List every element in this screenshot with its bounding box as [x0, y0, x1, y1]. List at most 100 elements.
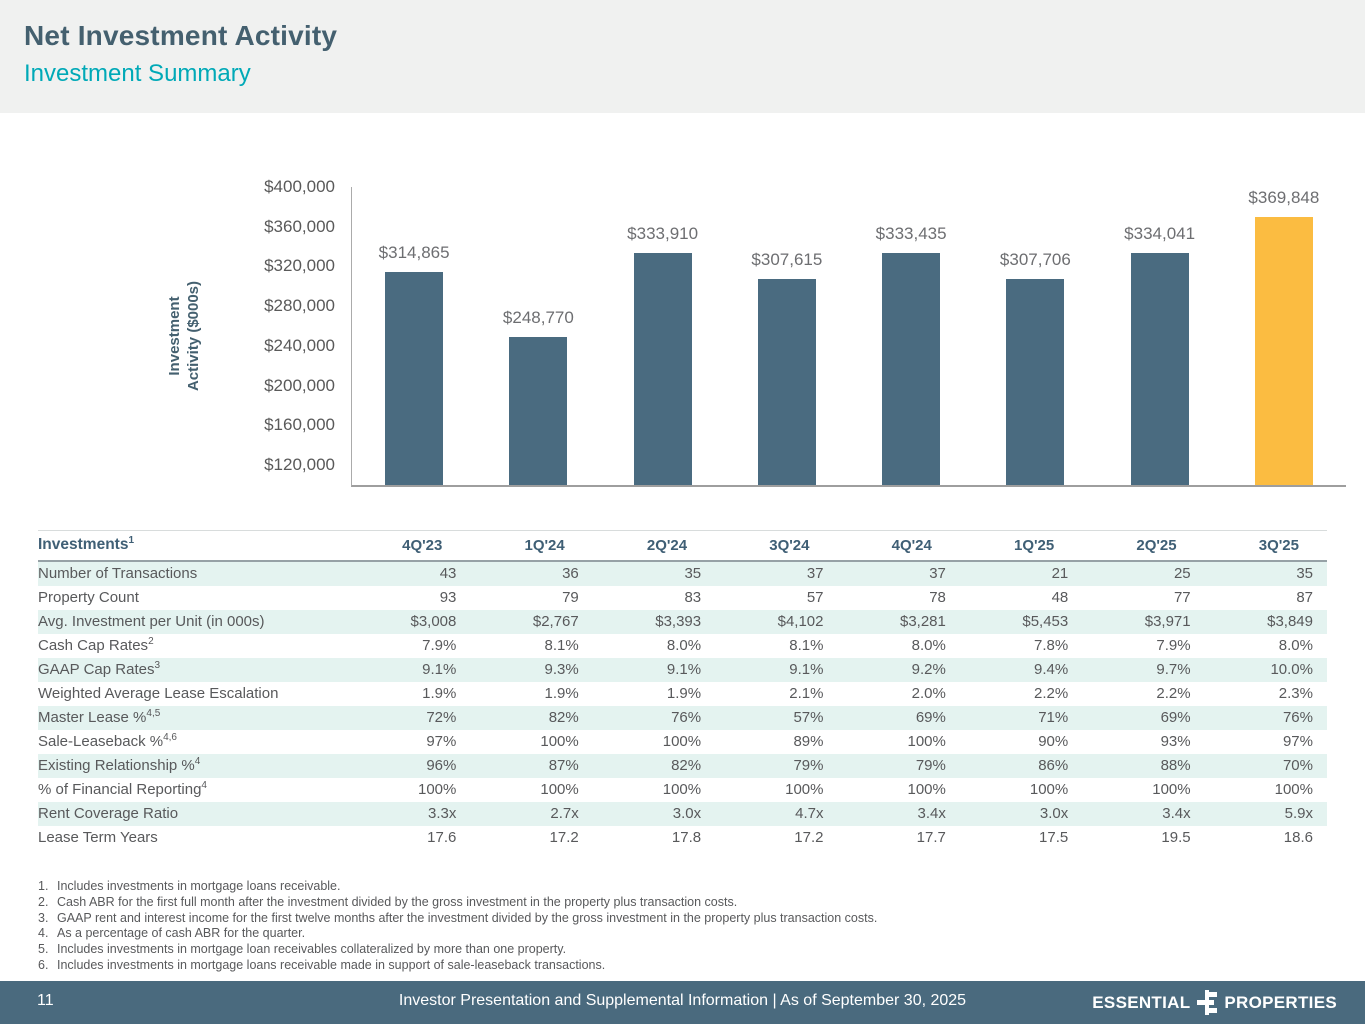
cell-value: $2,767: [532, 613, 579, 630]
bar-3Q'25: [1254, 216, 1313, 485]
cell-value: 82%: [548, 709, 579, 726]
y-tick-label: $120,000: [264, 455, 335, 475]
cell-value: 8.0%: [666, 637, 702, 654]
cell-value: 9.3%: [544, 661, 579, 678]
investments-table-wrap: Investments1 4Q'23 1Q'24 2Q'24 3Q'24 4Q'24 1Q'…: [38, 530, 1327, 850]
cell-value: 97%: [426, 733, 457, 750]
y-tick-label: $280,000: [264, 296, 335, 316]
cell-value: 100%: [662, 781, 702, 798]
y-tick-label: $400,000: [264, 177, 335, 196]
footnote: 6. Includes investments in mortgage loans…: [38, 957, 606, 972]
table-row: Sale-Leaseback %4,6 97% 100% 100% 89% 100% 90%…: [38, 730, 1327, 754]
cell-value: 35: [684, 565, 702, 582]
table-row: Cash Cap Rates2 7.9% 8.1% 8.0% 8.1% 8.0% 7.8% 7…: [38, 634, 1327, 658]
bar-2Q'24: [633, 252, 692, 485]
cell-value: 87%: [548, 757, 579, 774]
cell-value: $4,102: [777, 613, 824, 630]
cell-value: 100%: [907, 781, 946, 798]
bar-value-label: $307,706: [999, 249, 1071, 269]
table-row: Existing Relationship %4 96% 87% 82% 79% 79% 8…: [38, 754, 1327, 778]
cell-value: 87: [1296, 589, 1313, 606]
cell-value: 83: [684, 589, 702, 606]
cell-value: 93%: [1160, 733, 1191, 750]
cell-value: $3,393: [655, 613, 702, 630]
investments-table: Investments1 4Q'23 1Q'24 2Q'24 3Q'24 4Q'24 1Q'…: [38, 530, 1327, 850]
y-tick-label: $240,000: [264, 335, 335, 355]
cell-value: 89%: [793, 733, 824, 750]
y-axis-label: Investment Activity ($000s): [166, 280, 202, 392]
row-label: Lease Term Years: [38, 829, 158, 846]
company-logo: ESSENTIAL PROPERTIES: [1092, 990, 1337, 1015]
cell-value: 77: [1173, 589, 1191, 606]
cell-value: 4.7x: [795, 805, 824, 822]
bar-3Q'24: [757, 278, 816, 485]
cell-value: 3.4x: [1162, 805, 1191, 822]
header-band: Net Investment Activity Investment Summa…: [0, 0, 1365, 113]
column-header-4Q'23: 4Q'23: [348, 530, 471, 562]
cell-value: 8.0%: [911, 637, 946, 654]
cell-value: 19.5: [1161, 829, 1191, 846]
footer-bar: 11 Investor Presentation and Supplementa…: [0, 981, 1365, 1024]
bar-value-label: $307,615: [751, 249, 823, 269]
cell-value: 9.1%: [789, 661, 824, 678]
row-label: Avg. Investment per Unit (in 000s): [38, 613, 265, 630]
cell-value: 21: [1051, 565, 1069, 582]
cell-value: 2.2%: [1156, 685, 1191, 702]
cell-value: 76%: [1282, 709, 1313, 726]
cell-value: 100%: [540, 733, 579, 750]
bar-value-label: $334,041: [1124, 223, 1196, 243]
y-tick-label: $160,000: [264, 415, 335, 435]
bar-value-label: $333,435: [875, 224, 947, 244]
footnote: 1. Includes investments in mortgage loans…: [38, 879, 341, 893]
y-tick-label: $360,000: [264, 216, 335, 236]
cell-value: 25: [1173, 565, 1191, 582]
table-header-row: Investments1 4Q'23 1Q'24 2Q'24 3Q'24 4Q'24 1Q'…: [38, 530, 1327, 562]
cell-value: 100%: [662, 733, 702, 750]
cell-value: 3.4x: [917, 805, 946, 822]
bar-2Q'25: [1130, 252, 1189, 485]
table-row: Avg. Investment per Unit (in 000s) $3,008…: [38, 610, 1327, 634]
cell-value: 17.8: [671, 829, 702, 846]
row-label: Number of Transactions: [38, 565, 198, 582]
cell-value: 7.8%: [1034, 637, 1069, 654]
cell-value: 9.4%: [1034, 661, 1069, 678]
cell-value: 100%: [1152, 781, 1191, 798]
cell-value: 17.2: [549, 829, 579, 846]
column-header-3Q'25: 3Q'25: [1204, 530, 1327, 562]
cell-value: 86%: [1038, 757, 1069, 774]
cell-value: 1.9%: [544, 685, 579, 702]
cell-value: 8.0%: [1278, 637, 1313, 654]
footer-text: Investor Presentation and Supplemental I…: [398, 992, 967, 1009]
cell-value: 2.0%: [911, 685, 946, 702]
cell-value: 57%: [793, 709, 824, 726]
cell-value: 3.0x: [672, 805, 702, 822]
footnote: 4. As a percentage of cash ABR for the qu…: [38, 926, 306, 941]
table-title: Investments1: [38, 530, 348, 562]
table-row: Lease Term Years 17.6 17.2 17.8 17.2 17.7 17.5…: [38, 826, 1327, 850]
cell-value: 3.3x: [428, 805, 457, 822]
cell-value: 97%: [1282, 733, 1313, 750]
essential-properties-logo-icon: [1197, 990, 1218, 1015]
cell-value: 2.1%: [789, 685, 824, 702]
row-label: Rent Coverage Ratio: [38, 805, 179, 822]
cell-value: 93: [439, 589, 457, 606]
cell-value: 88%: [1160, 757, 1191, 774]
footnote: 3. GAAP rent and interest income for the …: [38, 910, 878, 925]
column-header-4Q'24: 4Q'24: [837, 530, 960, 562]
cell-value: 76%: [671, 709, 702, 726]
bar-value-label: $333,910: [627, 223, 699, 243]
cell-value: 96%: [426, 757, 457, 774]
row-label: Master Lease %4,5: [38, 708, 161, 727]
cell-value: 9.1%: [666, 661, 702, 678]
column-header-1Q'25: 1Q'25: [959, 530, 1083, 562]
page-subtitle: Investment Summary: [24, 60, 251, 87]
page-title: Net Investment Activity: [24, 20, 338, 51]
table-row: Rent Coverage Ratio 3.3x 2.7x 3.0x 4.7x 3.4x 3…: [38, 802, 1327, 826]
cell-value: 9.1%: [422, 661, 457, 678]
table-row: % of Financial Reporting4 100% 100% 100% 100…: [38, 778, 1327, 802]
logo-text-essential: ESSENTIAL: [1092, 992, 1191, 1012]
bar-value-label: $314,865: [378, 242, 450, 262]
cell-value: 79%: [793, 757, 824, 774]
y-tick-label: $320,000: [264, 256, 335, 276]
page-number: 11: [37, 992, 54, 1009]
